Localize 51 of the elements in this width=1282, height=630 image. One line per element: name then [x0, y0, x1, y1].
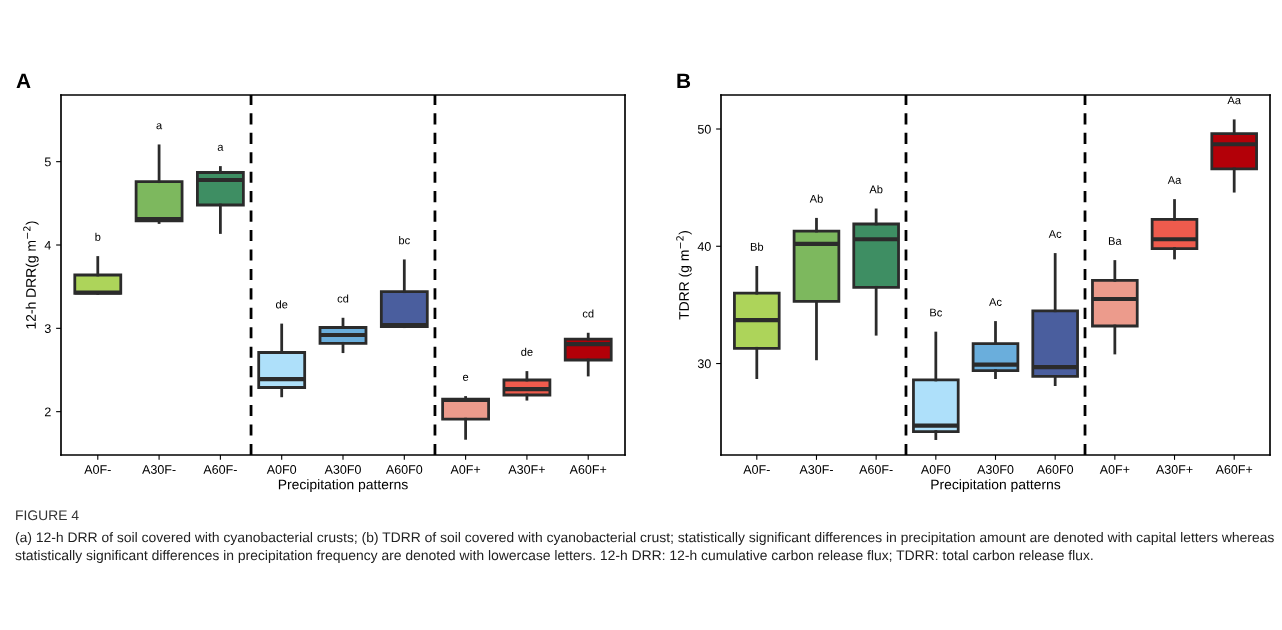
- x-tick-label: A30F-: [142, 465, 176, 474]
- annotation: de: [275, 300, 288, 309]
- chart-title: B: [677, 73, 691, 88]
- annotation: a: [156, 123, 163, 130]
- x-axis-title: Precipitation patterns: [931, 479, 1061, 493]
- y-axis-title: TDRR (g m$^{−2}$): [676, 231, 692, 320]
- annotation: b: [95, 232, 101, 241]
- y-tick-label: 30: [697, 359, 711, 369]
- x-tick-label: A30F+: [508, 465, 545, 474]
- x-tick-label: A0F0: [266, 465, 297, 474]
- annotation: Aa: [1227, 96, 1241, 105]
- x-tick-label: A60F+: [1215, 465, 1253, 474]
- x-tick-label: A0F-: [743, 465, 770, 474]
- annotation: cd: [582, 309, 594, 318]
- x-tick-label: A30F0: [977, 465, 1014, 474]
- annotation: de: [521, 347, 533, 356]
- x-tick-label: A60F0: [385, 465, 423, 474]
- y-tick-label: 2: [44, 407, 51, 417]
- annotation: e: [462, 374, 469, 381]
- x-tick-label: A0F+: [450, 465, 481, 474]
- y-axis-title: 12-h DRR(g m$^{−2}$): [23, 221, 39, 329]
- x-tick-label: A30F+: [1155, 465, 1193, 474]
- annotation: Ba: [1108, 237, 1122, 245]
- caption: FIGURE 4: [16, 510, 79, 521]
- x-tick-label: A60F-: [203, 465, 237, 474]
- x-tick-label: A60F+: [569, 465, 607, 474]
- annotation: Ab: [869, 185, 883, 194]
- annotation: Aa: [1167, 176, 1182, 184]
- y-tick-label: 50: [697, 124, 711, 134]
- text: (a) 12-h DRR of soil covered with cyanobacterial crusts; (b) TDRR of soil covered with cyanobacterial crust; statistically significant differences in precipitation amount are denoted with capital letters whereas statistically significant differences in precipitation frequency are denoted with lowercase letters. 12-h DRR: 12-h cumulative carbon release flux; TDRR: total carbon release flux.: [15, 532, 1274, 563]
- x-tick-label: A0F0: [920, 465, 951, 474]
- y-tick-label: 3: [44, 324, 51, 333]
- y-tick-label: 4: [44, 240, 51, 250]
- annotation: Ab: [809, 194, 823, 203]
- x-axis-title: Precipitation patterns: [278, 479, 408, 493]
- annotation: Bc: [930, 308, 943, 317]
- y-tick-label: 5: [44, 157, 51, 167]
- x-tick-label: A30F0: [324, 465, 361, 474]
- annotation: bc: [399, 236, 410, 245]
- x-tick-label: A30F-: [799, 465, 833, 474]
- annotation: Ac: [1048, 230, 1062, 238]
- annotation: Bb: [750, 242, 764, 251]
- annotation: a: [217, 144, 224, 151]
- chart-title: A: [16, 73, 31, 88]
- x-tick-label: A60F-: [859, 465, 893, 474]
- annotation: Ac: [989, 298, 1002, 306]
- x-tick-label: A0F-: [84, 465, 111, 474]
- y-tick-label: 40: [697, 242, 711, 251]
- x-tick-label: A0F+: [1099, 465, 1130, 474]
- x-tick-label: A60F0: [1036, 465, 1074, 474]
- annotation: cd: [337, 294, 349, 303]
